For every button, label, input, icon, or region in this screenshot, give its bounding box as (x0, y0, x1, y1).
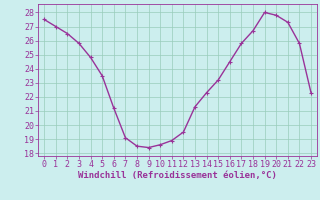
X-axis label: Windchill (Refroidissement éolien,°C): Windchill (Refroidissement éolien,°C) (78, 171, 277, 180)
